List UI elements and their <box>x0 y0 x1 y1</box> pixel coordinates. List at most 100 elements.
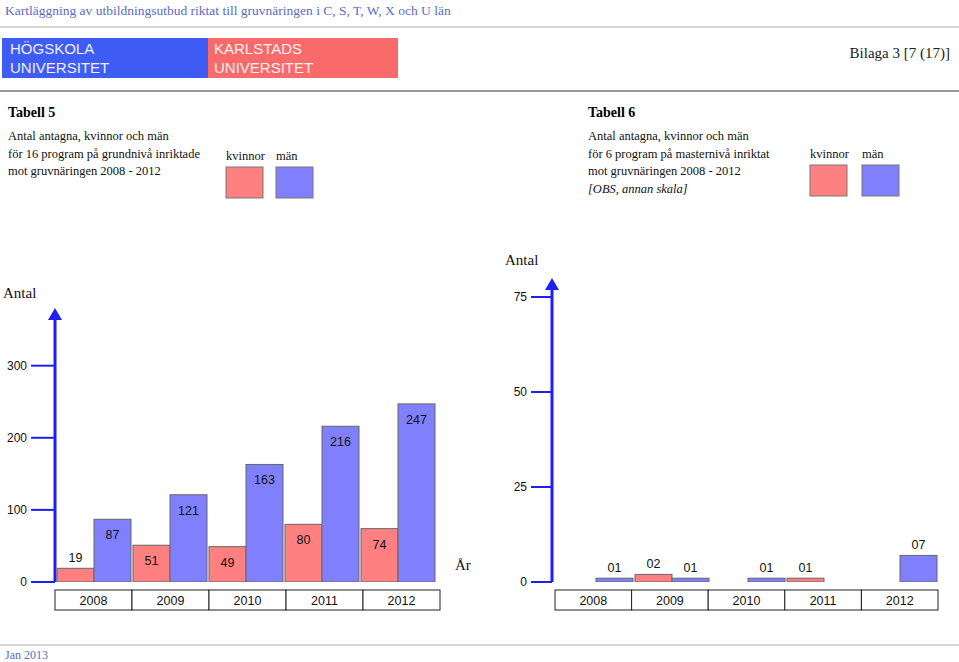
logo-right-box <box>208 38 398 78</box>
bar <box>787 578 824 582</box>
bar <box>398 404 435 582</box>
chart-subtitle: för 16 program på grundnivå inriktade <box>8 147 200 161</box>
legend-swatch <box>276 167 313 198</box>
data-label: 163 <box>254 473 275 487</box>
chart: Tabell 6 Antal antagna, kvinnor och män fö… <box>505 105 938 610</box>
axis-label: År <box>455 557 471 573</box>
bar <box>209 547 246 582</box>
category-cell <box>209 590 286 610</box>
header-title: Kartläggning av utbildningsutbud riktat … <box>5 3 451 18</box>
data-label: 49 <box>221 556 235 570</box>
chart-subtitle: Antal antagna, kvinnor och män <box>588 129 749 143</box>
y-axis-arrow <box>48 308 62 320</box>
logo-left-text: UNIVERSITET <box>10 59 109 76</box>
data-label: 51 <box>145 554 159 568</box>
y-tick <box>31 437 55 439</box>
legend-label: män <box>276 149 298 163</box>
logo-left-text: HÖGSKOLA <box>10 40 94 57</box>
y-tick-label: 100 <box>7 503 27 517</box>
legend-label: män <box>862 147 884 161</box>
data-label: 01 <box>799 561 813 575</box>
category-cell <box>555 590 632 610</box>
category-cell <box>785 590 862 610</box>
chart-title: Tabell 5 <box>8 105 55 120</box>
chart-title: Tabell 6 <box>588 105 635 120</box>
y-tick <box>31 509 55 511</box>
bar <box>596 578 633 582</box>
category-cell <box>861 590 938 610</box>
bar <box>635 574 672 582</box>
bar <box>133 545 170 582</box>
legend-swatch <box>862 165 899 196</box>
legend-label: kvinnor <box>226 149 266 163</box>
x-tick-label: 2009 <box>157 594 185 608</box>
y-tick <box>31 365 55 367</box>
data-label: 01 <box>760 561 774 575</box>
x-tick-label: 2010 <box>733 594 761 608</box>
chart-subtitle: för 6 program på masternivå inriktat <box>588 147 770 161</box>
x-tick-label: 2010 <box>234 594 262 608</box>
y-tick-label: 0 <box>520 575 527 589</box>
axis-label: Antal <box>505 252 538 268</box>
bar <box>711 582 748 583</box>
category-cell <box>286 590 363 610</box>
legend-swatch <box>226 167 263 198</box>
x-tick-label: 2011 <box>810 594 837 608</box>
y-tick <box>31 581 55 583</box>
legend-label: kvinnor <box>810 147 850 161</box>
category-cell <box>708 590 785 610</box>
bars <box>596 555 937 582</box>
chart-subtitle: mot gruvnäringen 2008 - 2012 <box>8 164 161 178</box>
x-tick-label: 2012 <box>388 594 416 608</box>
legend-swatch <box>810 165 847 196</box>
logo-left-box <box>2 38 222 78</box>
bar <box>246 464 283 582</box>
data-label: 216 <box>330 435 351 449</box>
data-label: 07 <box>912 538 926 552</box>
logo-right-text: KARLSTADS <box>214 40 302 57</box>
x-tick-label: 2008 <box>80 594 108 608</box>
header-rule <box>0 91 959 92</box>
chart: Tabell 5 Antal antagna, kvinnor och män fö… <box>3 105 471 610</box>
y-tick-label: 25 <box>514 480 528 494</box>
header-rule <box>0 27 959 28</box>
y-tick-label: 0 <box>20 575 27 589</box>
x-tick-label: 2008 <box>579 594 607 608</box>
bar <box>170 495 207 582</box>
data-labels: 010201010107 <box>608 538 926 575</box>
data-label: 02 <box>647 557 661 571</box>
data-label: 121 <box>178 504 199 518</box>
data-label: 247 <box>406 413 427 427</box>
data-labels: 198751121491638021674247 <box>69 413 427 570</box>
category-cell <box>363 590 440 610</box>
category-cell <box>132 590 209 610</box>
chart-subtitle: mot gruvnäringen 2008 - 2012 <box>588 164 741 178</box>
y-tick-label: 75 <box>514 290 528 304</box>
category-cell <box>632 590 709 610</box>
bar <box>322 426 359 582</box>
footer-rule <box>0 645 959 646</box>
y-tick <box>531 391 552 393</box>
y-tick-label: 300 <box>7 359 27 373</box>
y-axis-arrow <box>545 278 559 290</box>
y-axis <box>54 318 57 582</box>
data-label: 01 <box>608 561 622 575</box>
footer-text: Jan 2013 <box>5 648 48 662</box>
bar <box>57 568 94 582</box>
chart-subtitle: Antal antagna, kvinnor och män <box>8 129 169 143</box>
bars <box>57 404 435 582</box>
x-tick-label: 2012 <box>886 594 914 608</box>
axis-label: Antal <box>3 285 36 301</box>
y-axis <box>551 288 554 582</box>
data-label: 80 <box>297 533 311 547</box>
page: Kartläggning av utbildningsutbud riktat … <box>0 0 959 662</box>
bar <box>900 555 937 582</box>
logo-right-text: UNIVERSITET <box>214 59 313 76</box>
bar <box>863 582 900 583</box>
x-tick-label: 2009 <box>656 594 684 608</box>
category-cell <box>55 590 132 610</box>
bar <box>748 578 785 582</box>
y-tick <box>531 486 552 488</box>
page-number: Bilaga 3 [7 (17)] <box>850 45 950 62</box>
bar <box>672 578 709 582</box>
